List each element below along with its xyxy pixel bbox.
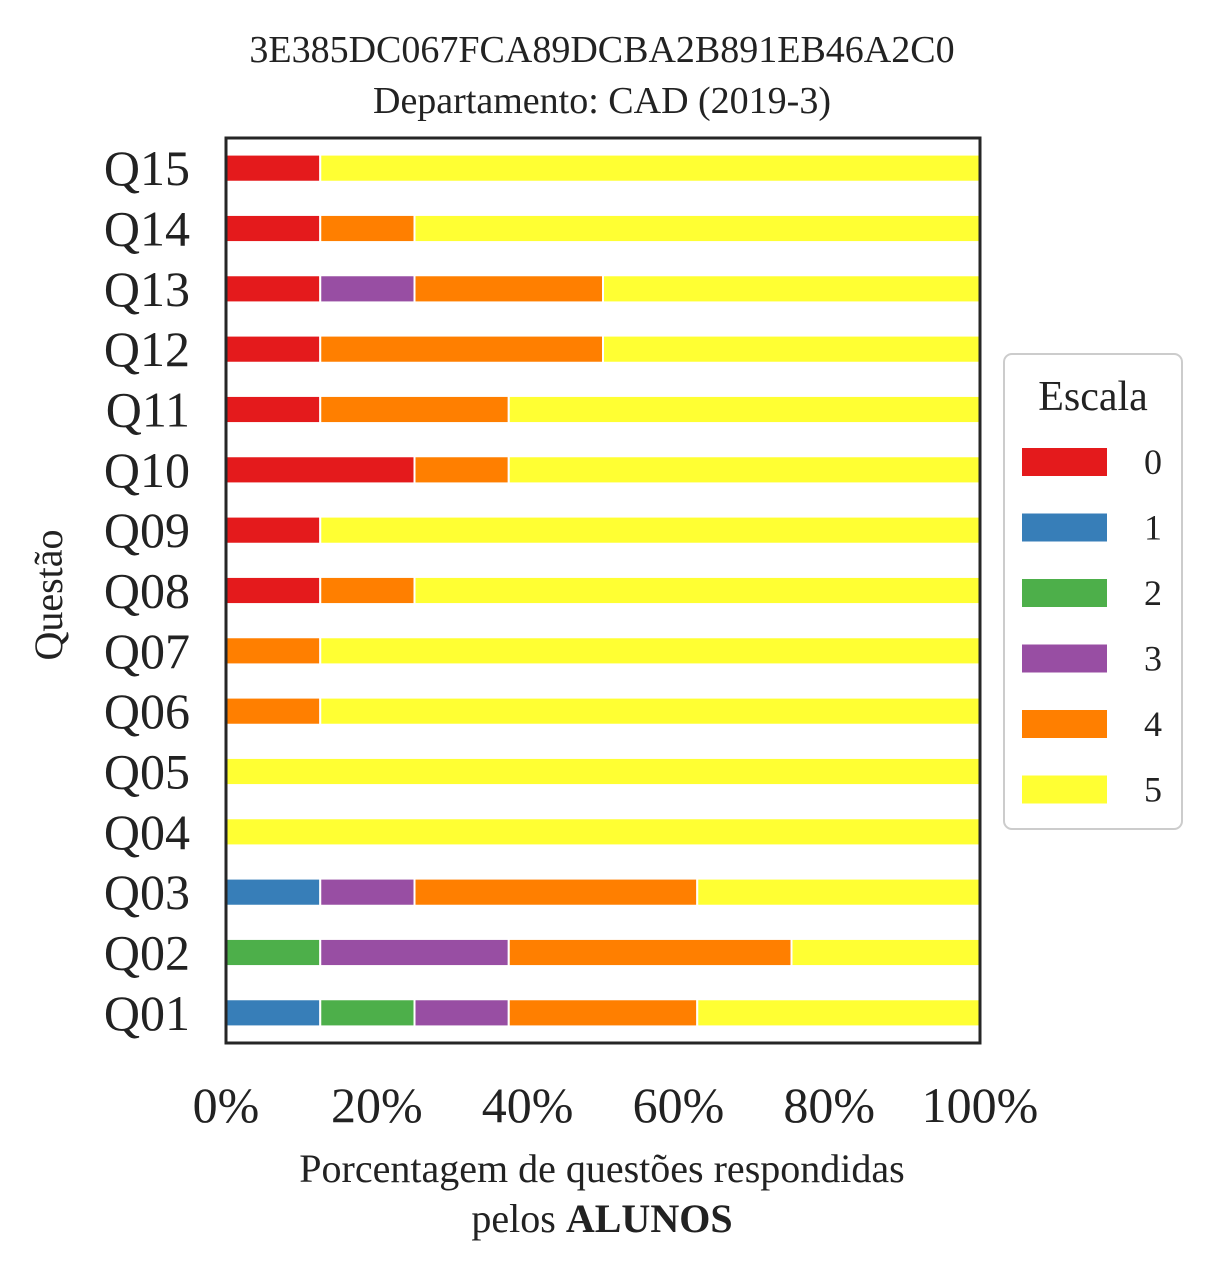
legend-swatch-3 (1022, 644, 1107, 673)
legend-items: 0 1 2 3 4 5 (1022, 442, 1162, 810)
x-tick-60: 60% (633, 1077, 725, 1133)
legend: Escala 0 1 2 3 4 5 (1003, 353, 1183, 830)
bar-q01-scale-4 (507, 998, 699, 1028)
bar-q13-scale-4 (413, 274, 604, 304)
legend-swatch-5 (1022, 775, 1107, 804)
bar-q13-scale-0 (225, 274, 322, 304)
bar-q01-scale-1 (225, 998, 322, 1028)
bar-q07-scale-4 (225, 636, 322, 666)
bar-q08-scale-5 (413, 575, 981, 606)
bar-q01-scale-5 (696, 998, 981, 1028)
legend-label-4: 4 (1144, 704, 1162, 744)
bar-q04-scale-5 (225, 817, 981, 847)
x-tick-labels: 0% 20% 40% 60% 80% 100% (193, 1077, 1039, 1133)
bar-q02-scale-5 (790, 937, 981, 968)
bar-q09-scale-0 (225, 515, 322, 545)
legend-title: Escala (1038, 374, 1148, 420)
x-tick-100: 100% (922, 1077, 1039, 1133)
y-axis-label: Questão (26, 529, 71, 660)
bar-q09-scale-5 (319, 515, 981, 545)
x-axis-label-prefix: pelos (471, 1196, 565, 1241)
bar-q11-scale-4 (319, 394, 510, 425)
y-tick-labels: Q01Q02Q03Q04Q05Q06Q07Q08Q09Q10Q11Q12Q13Q… (104, 140, 190, 1041)
bars-group (225, 153, 981, 1028)
x-tick-0: 0% (193, 1077, 260, 1133)
x-axis-label-bold: ALUNOS (566, 1196, 733, 1241)
bar-q08-scale-4 (319, 575, 416, 606)
bar-q03-scale-3 (319, 877, 416, 907)
x-axis-label-line1: Porcentagem de questões respondidas (299, 1146, 904, 1191)
legend-label-5: 5 (1144, 770, 1162, 810)
chart-title: 3E385DC067FCA89DCBA2B891EB46A2C0 (249, 29, 954, 71)
bar-q02-scale-2 (225, 937, 322, 968)
chart-subtitle: Departamento: CAD (2019-3) (373, 80, 831, 122)
bar-q11-scale-5 (507, 394, 981, 425)
y-tick-q03: Q03 (104, 864, 190, 920)
y-tick-q06: Q06 (104, 683, 190, 739)
y-tick-q13: Q13 (104, 261, 190, 317)
bar-q11-scale-0 (225, 394, 322, 425)
legend-label-3: 3 (1144, 639, 1162, 679)
bar-q03-scale-4 (413, 877, 699, 907)
x-tick-40: 40% (482, 1077, 574, 1133)
y-tick-q09: Q09 (104, 502, 190, 558)
bar-q13-scale-5 (602, 274, 981, 304)
bar-q07-scale-5 (319, 636, 981, 666)
y-tick-q14: Q14 (104, 201, 190, 257)
x-tick-20: 20% (331, 1077, 423, 1133)
plot-frame (224, 136, 982, 1045)
legend-swatch-1 (1022, 513, 1107, 542)
y-tick-q12: Q12 (104, 321, 190, 377)
bar-q15-scale-0 (225, 153, 322, 183)
bar-q06-scale-4 (225, 696, 322, 726)
bar-q05-scale-5 (225, 756, 981, 787)
bar-q12-scale-5 (602, 334, 981, 364)
bar-q14-scale-5 (413, 213, 981, 244)
y-tick-q01: Q01 (104, 985, 190, 1041)
bar-q02-scale-3 (319, 937, 510, 968)
x-tick-80: 80% (783, 1077, 875, 1133)
legend-swatch-2 (1022, 579, 1107, 607)
y-tick-q02: Q02 (104, 925, 190, 981)
bar-q13-scale-3 (319, 274, 416, 304)
legend-label-2: 2 (1144, 573, 1162, 613)
bar-q10-scale-4 (413, 455, 510, 485)
bar-q10-scale-0 (225, 455, 416, 485)
bar-q02-scale-4 (507, 937, 793, 968)
y-tick-q08: Q08 (104, 563, 190, 619)
y-tick-q07: Q07 (104, 623, 190, 679)
bar-q06-scale-5 (319, 696, 981, 726)
bar-q12-scale-0 (225, 334, 322, 364)
bar-q14-scale-4 (319, 213, 416, 244)
y-tick-q04: Q04 (104, 804, 190, 860)
bar-q15-scale-5 (319, 153, 981, 183)
legend-label-0: 0 (1144, 442, 1162, 482)
y-tick-q05: Q05 (104, 744, 190, 800)
bar-q03-scale-5 (696, 877, 981, 907)
x-axis-label-line2: pelos ALUNOS (471, 1196, 732, 1241)
bar-q01-scale-3 (413, 998, 510, 1028)
y-tick-q10: Q10 (104, 442, 190, 498)
legend-label-1: 1 (1144, 508, 1162, 548)
bar-q01-scale-2 (319, 998, 416, 1028)
legend-swatch-0 (1022, 448, 1107, 476)
bar-q14-scale-0 (225, 213, 322, 244)
y-tick-q11: Q11 (106, 382, 190, 438)
y-tick-q15: Q15 (104, 140, 190, 196)
legend-swatch-4 (1022, 710, 1107, 738)
bar-q03-scale-1 (225, 877, 322, 907)
bar-q08-scale-0 (225, 575, 322, 606)
bar-q12-scale-4 (319, 334, 604, 364)
bar-q10-scale-5 (507, 455, 981, 485)
